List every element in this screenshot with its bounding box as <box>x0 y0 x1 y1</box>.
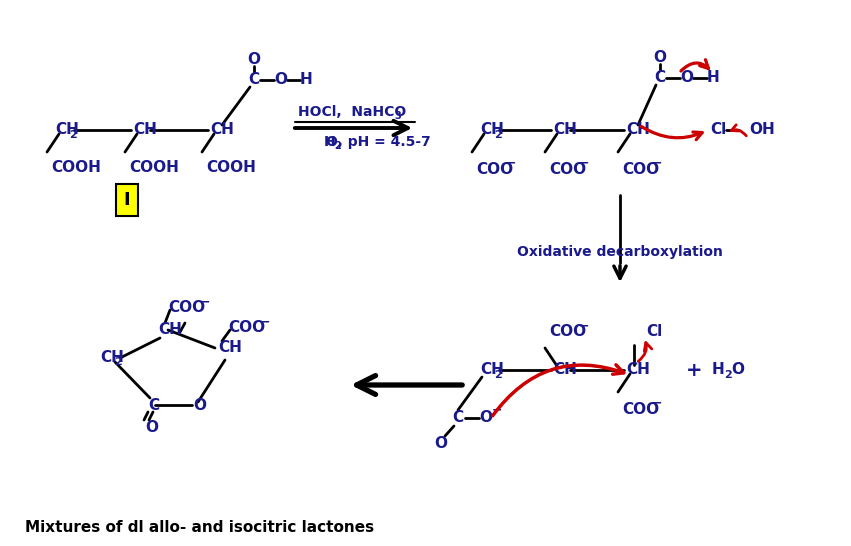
Text: COO: COO <box>622 402 660 418</box>
Text: COO: COO <box>476 163 513 177</box>
Text: H: H <box>324 135 336 149</box>
Text: O: O <box>248 52 260 68</box>
Text: COOH: COOH <box>206 161 256 175</box>
Text: COO: COO <box>622 163 660 177</box>
Text: −: − <box>506 157 517 169</box>
Text: CH: CH <box>133 122 157 138</box>
Text: COO: COO <box>168 300 205 316</box>
Text: +: + <box>686 360 702 379</box>
Text: C: C <box>248 73 260 87</box>
Text: −: − <box>200 295 210 308</box>
Text: −: − <box>652 396 662 410</box>
Text: O: O <box>681 70 694 86</box>
Text: H: H <box>706 70 719 86</box>
Text: H: H <box>300 73 312 87</box>
Text: O: O <box>435 436 448 450</box>
Text: −: − <box>260 316 271 329</box>
Text: CH: CH <box>553 363 577 377</box>
Text: O: O <box>732 363 745 377</box>
Text: COO: COO <box>549 324 586 340</box>
Text: I: I <box>123 191 130 209</box>
Text: 2: 2 <box>334 141 341 151</box>
Text: 2: 2 <box>69 130 77 140</box>
Text: H: H <box>711 363 724 377</box>
Text: COOH: COOH <box>129 161 179 175</box>
Text: Cl: Cl <box>710 122 726 138</box>
Text: CH: CH <box>210 122 234 138</box>
Text: CH: CH <box>553 122 577 138</box>
Text: C: C <box>453 411 464 425</box>
Text: HOCl,  NaHCO: HOCl, NaHCO <box>298 105 406 119</box>
Text: CH: CH <box>626 122 650 138</box>
Text: 2: 2 <box>114 357 122 367</box>
Text: O: O <box>145 419 158 435</box>
Text: CH: CH <box>218 341 242 355</box>
Text: CH: CH <box>100 349 124 365</box>
Text: OH: OH <box>749 122 774 138</box>
Text: −: − <box>652 157 662 169</box>
Text: −: − <box>579 157 590 169</box>
Text: 2: 2 <box>494 130 502 140</box>
Text: O: O <box>479 411 493 425</box>
Text: O, pH = 4.5-7: O, pH = 4.5-7 <box>326 135 431 149</box>
Text: 3: 3 <box>395 111 402 121</box>
Text: Mixtures of dl allo- and isocitric lactones: Mixtures of dl allo- and isocitric lacto… <box>25 520 374 536</box>
Text: C: C <box>654 70 665 86</box>
Text: Cl: Cl <box>646 324 662 340</box>
Text: 2: 2 <box>724 370 732 380</box>
Text: COO: COO <box>228 321 266 335</box>
Text: Oxidative decarboxylation: Oxidative decarboxylation <box>517 245 723 259</box>
Text: −: − <box>492 403 502 417</box>
Text: CH: CH <box>480 363 504 377</box>
Text: O: O <box>654 50 666 66</box>
Text: −: − <box>579 319 590 333</box>
Text: CH: CH <box>158 323 182 337</box>
Text: CH: CH <box>626 363 650 377</box>
Text: CH: CH <box>55 122 79 138</box>
Text: CH: CH <box>480 122 504 138</box>
Text: O: O <box>275 73 288 87</box>
Text: 2: 2 <box>494 370 502 380</box>
Text: C: C <box>148 397 159 412</box>
Text: O: O <box>193 397 206 412</box>
Text: COOH: COOH <box>51 161 101 175</box>
Text: COO: COO <box>549 163 586 177</box>
